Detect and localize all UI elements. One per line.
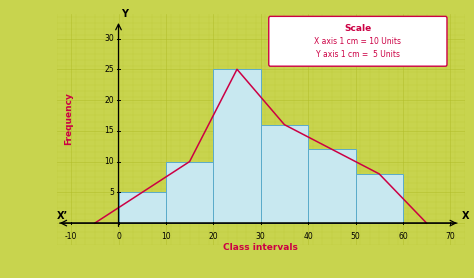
- Text: Frequency: Frequency: [64, 92, 73, 145]
- Text: Y axis 1 cm =  5 Units: Y axis 1 cm = 5 Units: [316, 50, 400, 59]
- Bar: [118, 192, 166, 223]
- Text: 20: 20: [104, 96, 114, 105]
- Text: Class intervals: Class intervals: [223, 243, 298, 252]
- Text: 20: 20: [209, 232, 218, 241]
- Text: 10: 10: [104, 157, 114, 166]
- Text: 30: 30: [256, 232, 265, 241]
- Text: -10: -10: [65, 232, 77, 241]
- Bar: [308, 149, 356, 223]
- FancyBboxPatch shape: [269, 16, 447, 66]
- Text: X axis 1 cm = 10 Units: X axis 1 cm = 10 Units: [314, 37, 401, 46]
- Bar: [261, 125, 308, 223]
- Text: 15: 15: [104, 126, 114, 135]
- Text: 60: 60: [398, 232, 408, 241]
- Text: 10: 10: [161, 232, 171, 241]
- Text: Scale: Scale: [344, 24, 372, 33]
- Text: X’: X’: [57, 211, 68, 221]
- Text: 40: 40: [303, 232, 313, 241]
- Text: 0: 0: [116, 232, 121, 241]
- Text: X: X: [462, 211, 470, 221]
- Text: Y: Y: [121, 9, 128, 19]
- Bar: [356, 174, 403, 223]
- Text: 70: 70: [446, 232, 455, 241]
- Text: 50: 50: [351, 232, 360, 241]
- Text: 25: 25: [104, 65, 114, 74]
- Text: 5: 5: [109, 188, 114, 197]
- Text: 30: 30: [104, 34, 114, 43]
- Bar: [166, 162, 213, 223]
- Bar: [213, 69, 261, 223]
